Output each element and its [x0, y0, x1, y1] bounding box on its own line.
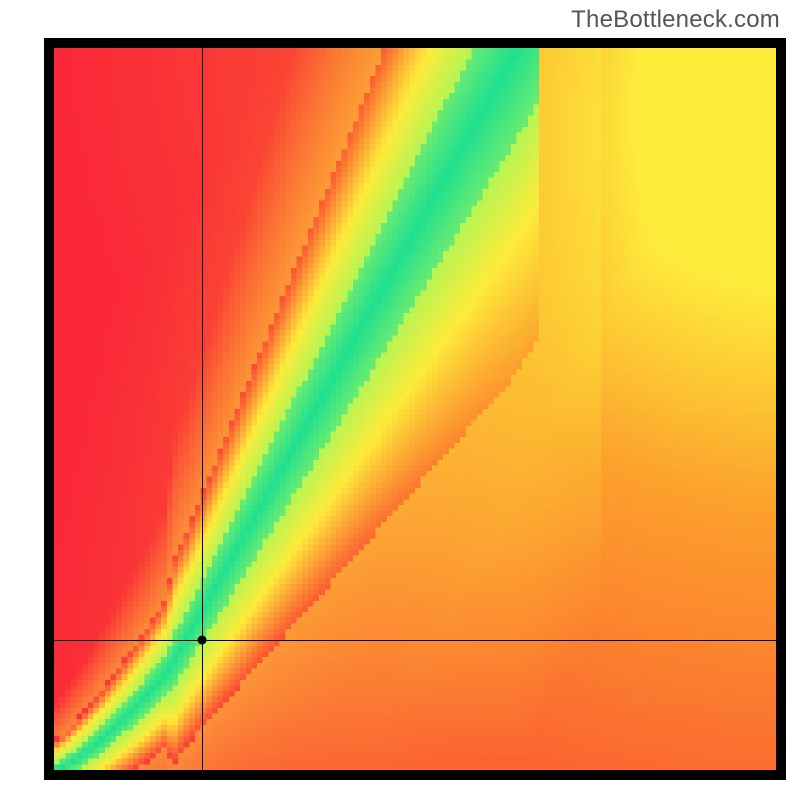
heatmap-plot: [44, 38, 786, 780]
watermark-text: TheBottleneck.com: [571, 6, 780, 34]
chart-frame: TheBottleneck.com: [0, 0, 800, 800]
crosshair-dot: [54, 48, 776, 770]
